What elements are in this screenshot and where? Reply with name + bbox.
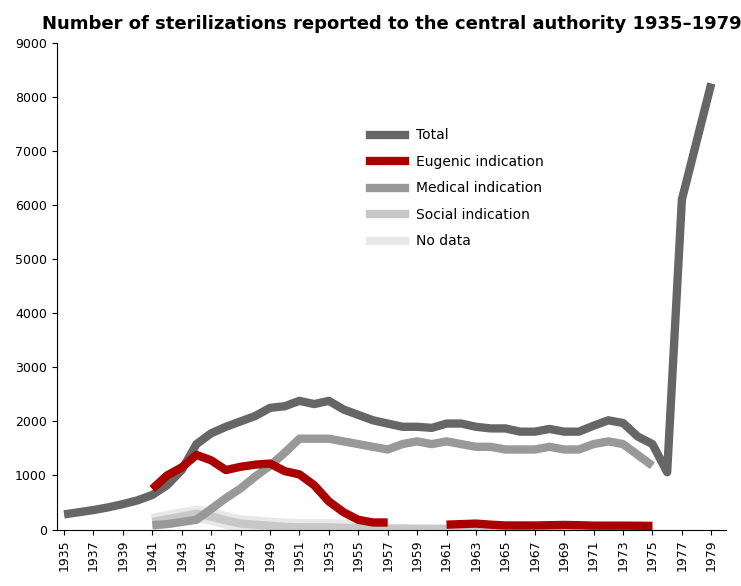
Title: Number of sterilizations reported to the central authority 1935–1979: Number of sterilizations reported to the… [41, 15, 741, 33]
Legend: Total, Eugenic indication, Medical indication, Social indication, No data: Total, Eugenic indication, Medical indic… [365, 123, 550, 254]
